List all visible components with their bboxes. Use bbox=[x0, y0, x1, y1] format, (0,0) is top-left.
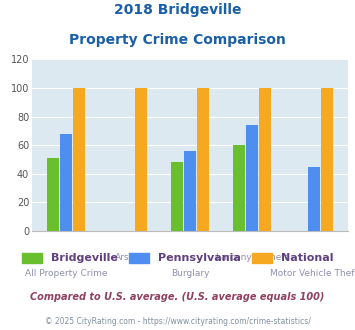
Bar bbox=[197, 88, 209, 231]
Bar bbox=[135, 88, 147, 231]
Text: Motor Vehicle Theft: Motor Vehicle Theft bbox=[270, 269, 355, 278]
Text: Burglary: Burglary bbox=[171, 269, 209, 278]
Text: © 2025 CityRating.com - https://www.cityrating.com/crime-statistics/: © 2025 CityRating.com - https://www.city… bbox=[45, 317, 310, 326]
Text: Larceny & Theft: Larceny & Theft bbox=[216, 253, 288, 262]
Bar bbox=[246, 125, 258, 231]
Bar bbox=[73, 88, 85, 231]
Bar bbox=[171, 162, 183, 231]
Text: All Property Crime: All Property Crime bbox=[25, 269, 107, 278]
Bar bbox=[259, 88, 271, 231]
Bar bbox=[47, 158, 59, 231]
Bar bbox=[60, 134, 72, 231]
Bar bbox=[308, 167, 320, 231]
Text: Arson: Arson bbox=[115, 253, 141, 262]
Bar bbox=[233, 145, 245, 231]
Bar bbox=[321, 88, 333, 231]
Legend: Bridgeville, Pennsylvania, National: Bridgeville, Pennsylvania, National bbox=[18, 249, 337, 267]
Bar bbox=[184, 151, 196, 231]
Text: 2018 Bridgeville: 2018 Bridgeville bbox=[114, 3, 241, 17]
Text: Compared to U.S. average. (U.S. average equals 100): Compared to U.S. average. (U.S. average … bbox=[30, 292, 325, 302]
Text: Property Crime Comparison: Property Crime Comparison bbox=[69, 33, 286, 47]
